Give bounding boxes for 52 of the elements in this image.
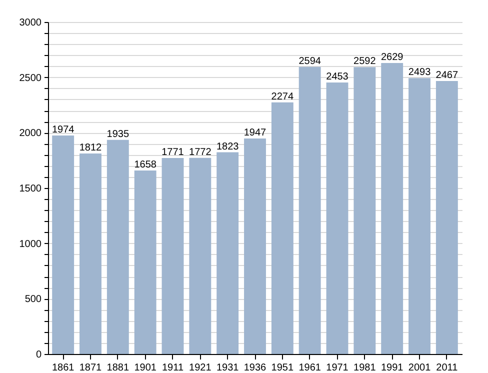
x-tick-label: 1931: [216, 362, 240, 373]
data-label: 2594: [298, 56, 322, 67]
bar: [189, 158, 212, 354]
bar: [134, 170, 156, 354]
x-tick-label: 1901: [134, 362, 157, 373]
bar: [216, 152, 239, 354]
data-label: 2493: [408, 67, 432, 78]
data-label: 1771: [162, 147, 184, 158]
x-tick-label: 1971: [326, 362, 349, 373]
data-label: 1947: [244, 128, 267, 139]
data-label: 1935: [106, 128, 130, 140]
data-label: 1974: [52, 124, 75, 136]
x-tick-label: 1961: [298, 362, 322, 373]
x-tick-label: 1871: [79, 362, 102, 373]
y-tick-label: 2000: [19, 128, 42, 140]
data-label: 2467: [436, 70, 458, 81]
bar: [436, 80, 458, 354]
data-label: 1658: [134, 160, 157, 171]
data-label: 2629: [380, 52, 404, 64]
data-label: 2453: [326, 72, 349, 83]
bar: [244, 138, 266, 354]
x-tick-label: 1936: [244, 362, 267, 373]
y-tick-label: 1000: [19, 238, 42, 250]
y-tick-label: 3000: [19, 18, 42, 28]
bar: [162, 158, 184, 354]
x-tick-label: 1861: [52, 362, 75, 373]
bar: [80, 153, 102, 354]
bar: [52, 136, 74, 354]
x-tick-label: 1911: [162, 362, 184, 373]
x-tick-label: 1981: [354, 362, 376, 373]
x-tick-label: 1921: [189, 362, 212, 373]
x-tick-label: 1991: [380, 362, 404, 373]
bar: [354, 67, 376, 354]
bar: [326, 82, 348, 354]
x-tick-label: 1881: [106, 362, 130, 373]
x-tick-label: 2001: [408, 362, 432, 373]
x-tick-label: 2011: [436, 362, 458, 373]
data-label: 2274: [271, 91, 294, 102]
bar: [381, 63, 404, 354]
x-tick-label: 1951: [271, 362, 294, 373]
data-label: 1823: [216, 141, 240, 152]
bar: [106, 140, 129, 354]
y-tick-label: 1500: [19, 184, 42, 194]
bar: [298, 66, 321, 354]
data-label: 1812: [79, 142, 102, 154]
bar: [408, 78, 430, 354]
y-tick-label: 2500: [19, 72, 42, 84]
data-label: 1772: [189, 146, 212, 158]
bar: [271, 102, 294, 354]
y-tick-label: 0: [36, 350, 42, 360]
y-tick-label: 500: [24, 294, 42, 306]
data-label: 2592: [354, 56, 376, 68]
